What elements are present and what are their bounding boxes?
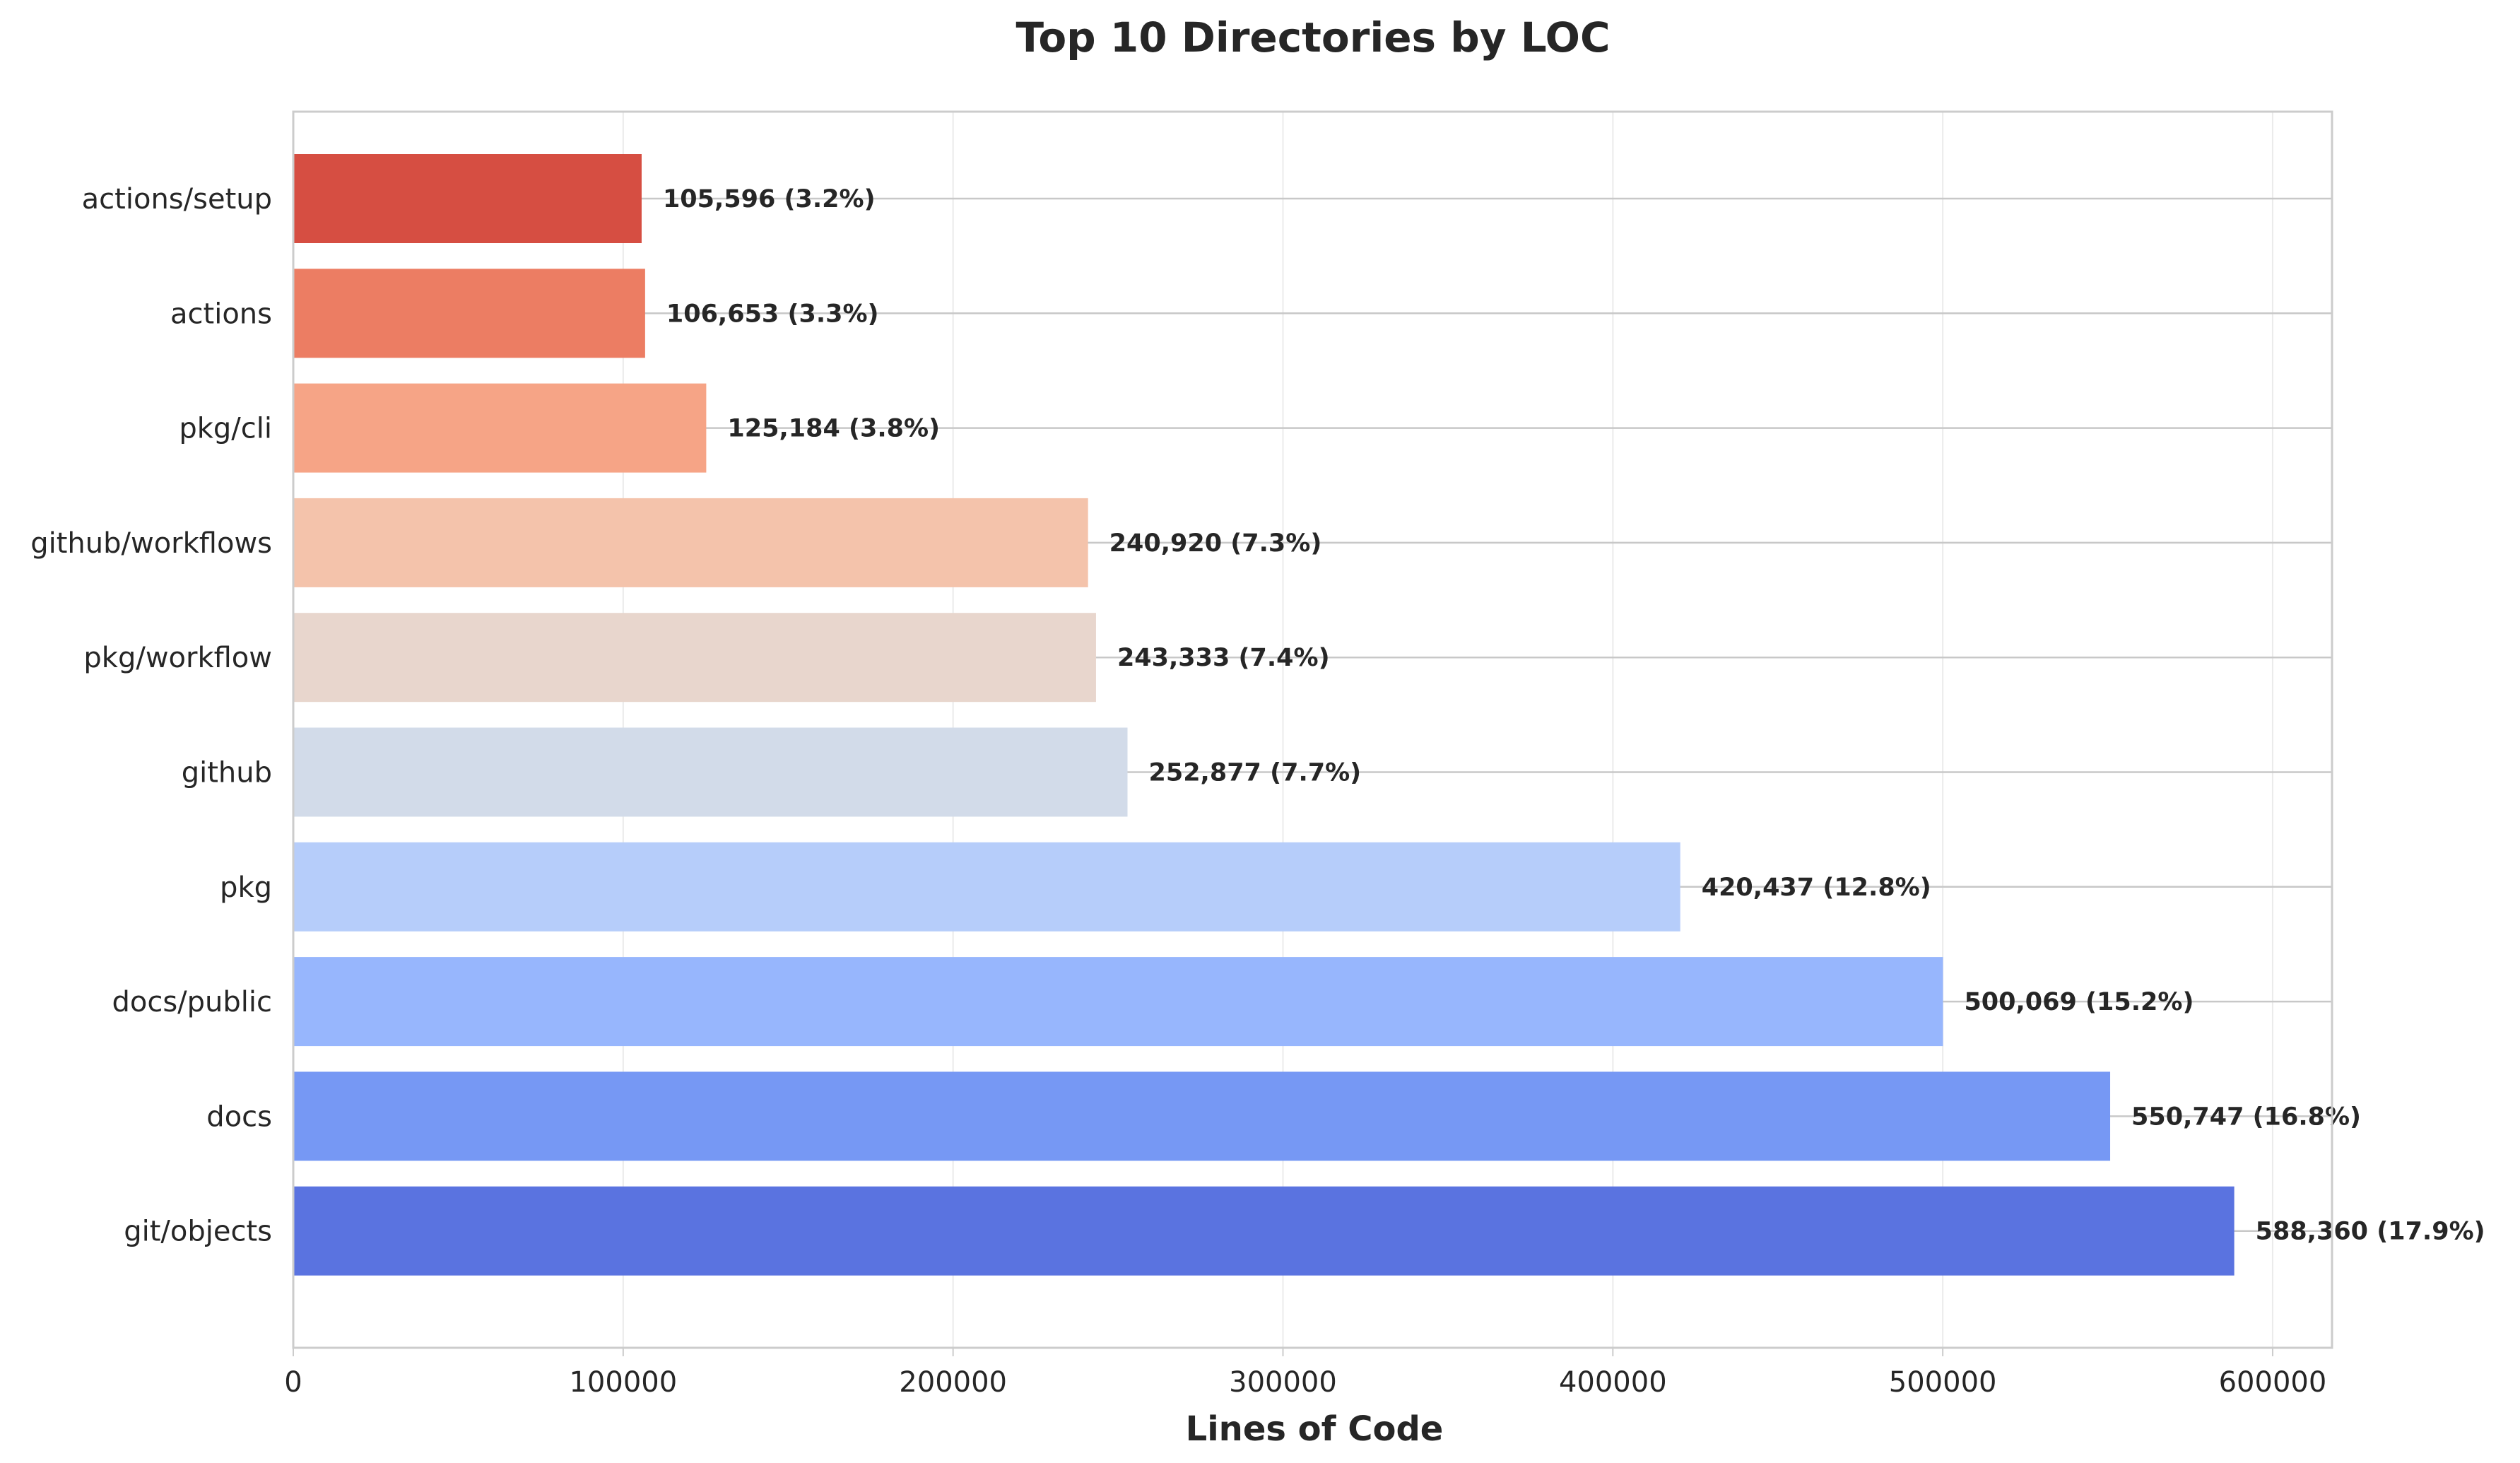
x-tick-label: 100000 [569,1366,677,1399]
x-tick-label: 200000 [899,1366,1007,1399]
y-tick-label: git/objects [124,1216,272,1248]
bar [293,383,707,473]
x-tick-label: 300000 [1229,1366,1337,1399]
y-tick-label: pkg [220,871,272,904]
bar [293,498,1088,587]
value-label: 240,920 (7.3%) [1109,529,1322,558]
value-label: 125,184 (3.8%) [727,415,940,443]
value-label: 106,653 (3.3%) [666,300,879,328]
bar [293,1186,2235,1276]
value-label: 252,877 (7.7%) [1149,759,1362,787]
bars [293,154,2235,1276]
y-tick-label: pkg/cli [179,413,272,445]
chart-title: Top 10 Directories by LOC [1015,13,1610,61]
x-tick-label: 500000 [1889,1366,1997,1399]
y-tick-label: github/workflows [30,527,272,560]
value-label: 550,747 (16.8%) [2131,1103,2361,1131]
bar [293,613,1096,703]
bar [293,269,645,358]
bar [293,842,1680,932]
value-label: 243,333 (7.4%) [1117,644,1330,672]
x-tick-label: 0 [284,1366,302,1399]
y-tick-label: actions/setup [82,183,272,216]
y-tick-label: docs [206,1100,272,1133]
y-tick-label: actions [170,298,272,330]
bar [293,727,1128,817]
bar [293,957,1943,1047]
x-tick-label: 400000 [1559,1366,1667,1399]
y-tick-label: github [182,757,272,789]
value-label: 500,069 (15.2%) [1964,988,2194,1016]
x-axis-label: Lines of Code [1186,1409,1444,1449]
y-tick-label: pkg/workflow [83,642,272,674]
x-tick-label: 600000 [2219,1366,2327,1399]
data-labels: git/objects 588,360 (17.9%) docs 550,747 (1… [30,183,2485,1248]
y-tick-label: docs/public [112,986,272,1018]
bar [293,1071,2111,1161]
axes: 0 100000 200000 300000 400000 500000 600000 [284,110,2333,1399]
plot-frame [292,110,2333,1349]
value-label: 420,437 (12.8%) [1702,874,1931,902]
value-label: 105,596 (3.2%) [663,185,876,213]
value-label: 588,360 (17.9%) [2256,1218,2485,1246]
bar [293,154,642,243]
